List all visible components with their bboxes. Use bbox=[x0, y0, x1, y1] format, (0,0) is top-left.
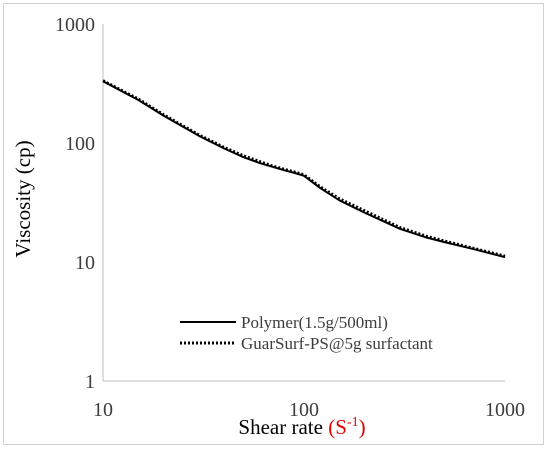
tick-labels: 1 10 100 1000 10 100 1000 bbox=[55, 14, 525, 421]
x-axis-unit: (S bbox=[328, 415, 347, 439]
x-tick-label: 1000 bbox=[485, 399, 525, 421]
x-axis-title: Shear rate (S-1) bbox=[238, 415, 365, 439]
legend-label-guarsurf: GuarSurf-PS@5g surfactant bbox=[241, 334, 433, 353]
plot-area bbox=[102, 24, 505, 382]
x-axis-unit-superscript: -1 bbox=[347, 415, 359, 430]
x-tick-label: 10 bbox=[93, 399, 113, 421]
series-line-polymer bbox=[102, 80, 506, 259]
y-axis-title: Viscosity (cp) bbox=[11, 140, 35, 257]
y-tick-label: 1000 bbox=[55, 14, 95, 36]
x-axis-title-text: Shear rate bbox=[238, 415, 323, 439]
y-tick-label: 1 bbox=[85, 371, 95, 393]
y-tick-label: 100 bbox=[65, 133, 95, 155]
x-axis-unit-close: ) bbox=[359, 415, 366, 439]
series-line-guarsurf bbox=[102, 79, 506, 258]
chart-frame bbox=[3, 3, 544, 445]
legend: Polymer(1.5g/500ml) GuarSurf-PS@5g surfac… bbox=[180, 313, 433, 353]
legend-label-polymer: Polymer(1.5g/500ml) bbox=[241, 313, 388, 332]
x-tick-label: 100 bbox=[289, 399, 319, 421]
series-lines bbox=[102, 79, 506, 259]
y-tick-label: 10 bbox=[75, 252, 95, 274]
